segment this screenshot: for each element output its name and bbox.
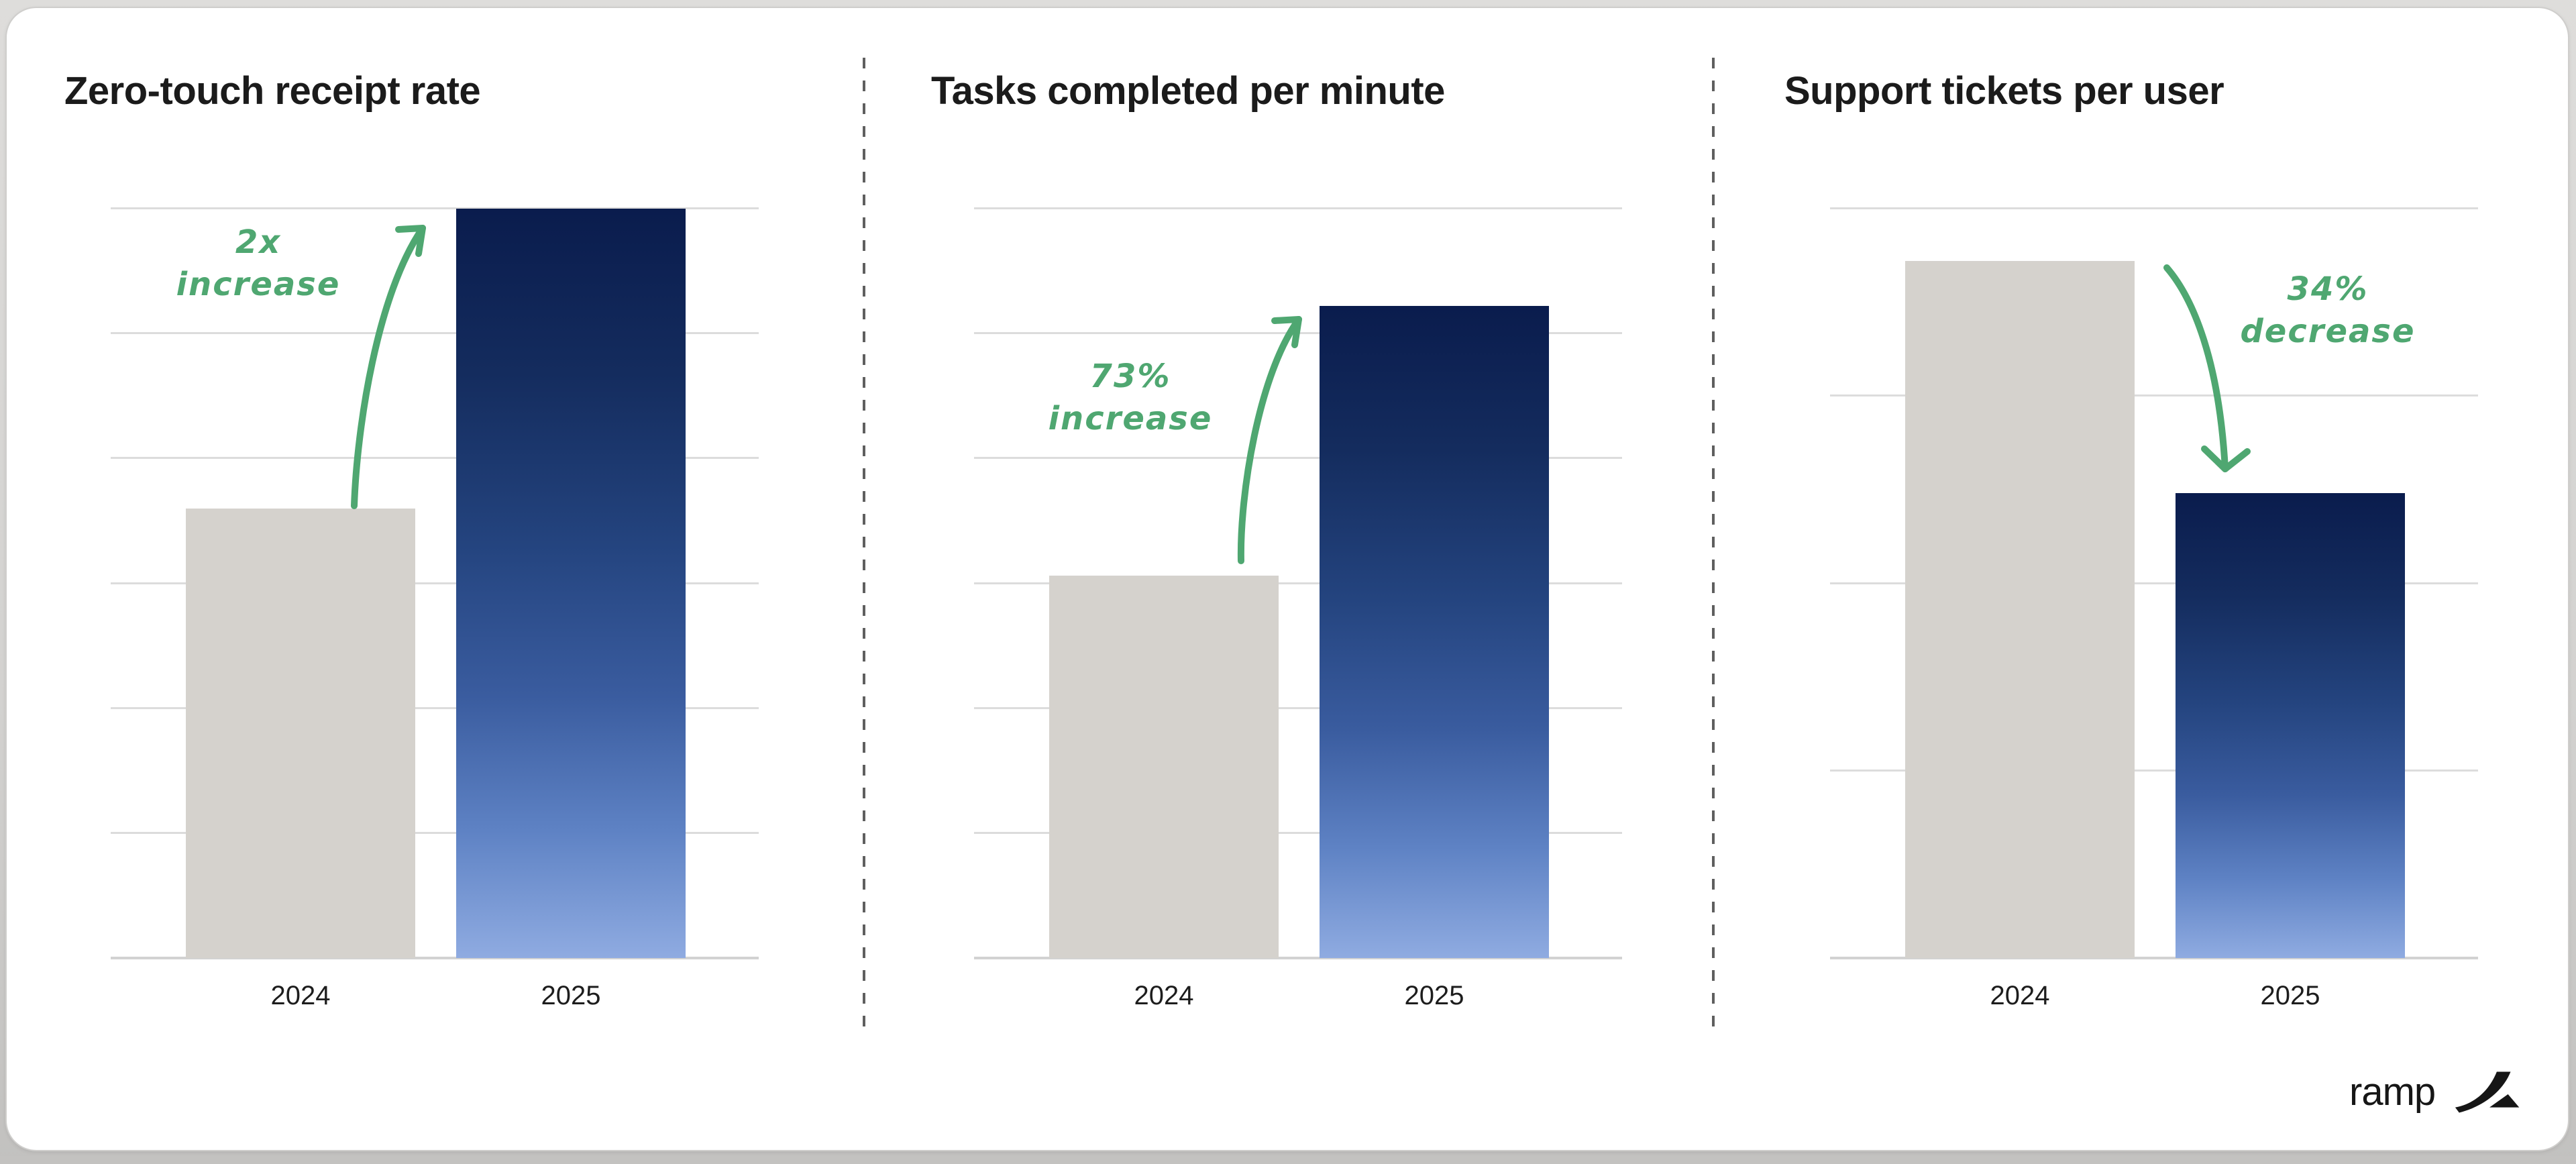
gridline [111,706,759,709]
bar-2025 [1320,306,1549,958]
annotation-text: 34% decrease [2240,270,2416,351]
annotation-text: 2x increase [176,223,341,304]
panel-support-tickets: Support tickets per user 2024 2025 34% d… [1715,0,2576,1164]
panel-title: Zero-touch receipt rate [64,69,481,113]
panel-zero-touch-receipt-rate: Zero-touch receipt rate 2024 2025 2x inc… [0,0,863,1164]
gridline [1830,582,2478,584]
dashed-divider [863,58,865,1035]
x-axis-label-2025: 2025 [1404,981,1464,1010]
bar-2025 [2176,493,2405,958]
x-axis-label-2025: 2025 [541,981,601,1010]
plot-area: 2024 2025 [111,207,759,1010]
gridline [974,706,1622,709]
x-axis-label-2024: 2024 [1990,981,2050,1010]
panel-title: Tasks completed per minute [931,69,1445,113]
gridline [974,831,1622,834]
bar-2024 [186,508,415,958]
bar-2024 [1905,261,2135,958]
white-card [5,7,2569,1151]
dashed-divider [1712,58,1715,1035]
gridline [111,207,759,209]
plot-area: 2024 2025 [974,207,1622,1010]
gridline [974,207,1622,209]
bar-2025 [456,209,686,958]
gridline [1830,207,2478,209]
x-axis-baseline [974,957,1622,959]
gridline [111,457,759,460]
x-axis-baseline [111,957,759,959]
bottom-backdrop-strip [0,1156,2576,1164]
increase-arrow-icon [351,225,426,509]
gridline [974,582,1622,584]
x-axis-label-2024: 2024 [270,981,331,1010]
decrease-arrow-icon [2163,264,2251,472]
bar-2024 [1049,576,1279,958]
ramp-logo-text: ramp [2349,1070,2436,1114]
plot-area: 2024 2025 [1830,207,2478,1010]
ramp-swoosh-icon [2455,1071,2520,1113]
x-axis-label-2024: 2024 [1134,981,1194,1010]
gridline [1830,769,2478,772]
annotation-text: 73% increase [1048,358,1213,438]
x-axis-baseline [1830,957,2478,959]
panel-title: Support tickets per user [1784,69,2224,113]
gridline [1830,394,2478,397]
gridline [974,457,1622,460]
gridline [111,582,759,584]
panel-tasks-per-minute: Tasks completed per minute 2024 2025 73%… [865,0,1712,1164]
ramp-logo: ramp [2349,1068,2532,1116]
x-axis-label-2025: 2025 [2260,981,2320,1010]
gridline [111,831,759,834]
gridline [111,332,759,335]
increase-arrow-icon [1237,316,1302,564]
